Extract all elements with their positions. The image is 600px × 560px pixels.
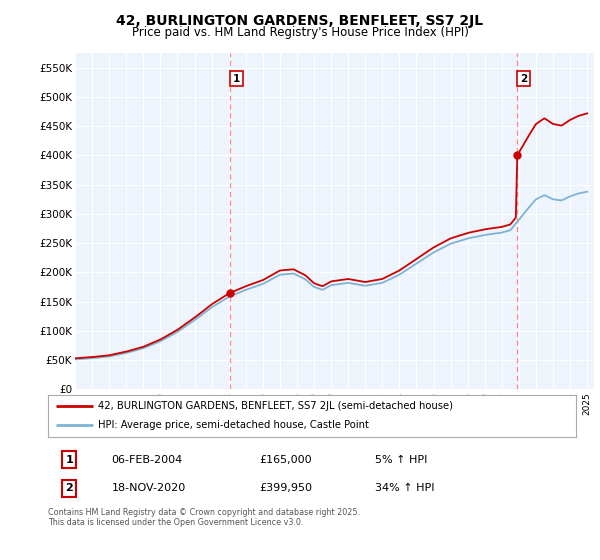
Text: Contains HM Land Registry data © Crown copyright and database right 2025.
This d: Contains HM Land Registry data © Crown c… <box>48 508 360 528</box>
Text: 1: 1 <box>65 455 73 465</box>
Text: 06-FEB-2004: 06-FEB-2004 <box>112 455 182 465</box>
Text: Price paid vs. HM Land Registry's House Price Index (HPI): Price paid vs. HM Land Registry's House … <box>131 26 469 39</box>
Text: 42, BURLINGTON GARDENS, BENFLEET, SS7 2JL (semi-detached house): 42, BURLINGTON GARDENS, BENFLEET, SS7 2J… <box>98 401 453 411</box>
Text: £399,950: £399,950 <box>259 483 312 493</box>
Text: 42, BURLINGTON GARDENS, BENFLEET, SS7 2JL: 42, BURLINGTON GARDENS, BENFLEET, SS7 2J… <box>116 14 484 28</box>
Text: 5% ↑ HPI: 5% ↑ HPI <box>376 455 428 465</box>
Text: 1: 1 <box>233 74 240 83</box>
Text: £165,000: £165,000 <box>259 455 312 465</box>
Text: 2: 2 <box>65 483 73 493</box>
Text: HPI: Average price, semi-detached house, Castle Point: HPI: Average price, semi-detached house,… <box>98 421 369 431</box>
Text: 18-NOV-2020: 18-NOV-2020 <box>112 483 185 493</box>
Text: 34% ↑ HPI: 34% ↑ HPI <box>376 483 435 493</box>
Text: 2: 2 <box>520 74 527 83</box>
